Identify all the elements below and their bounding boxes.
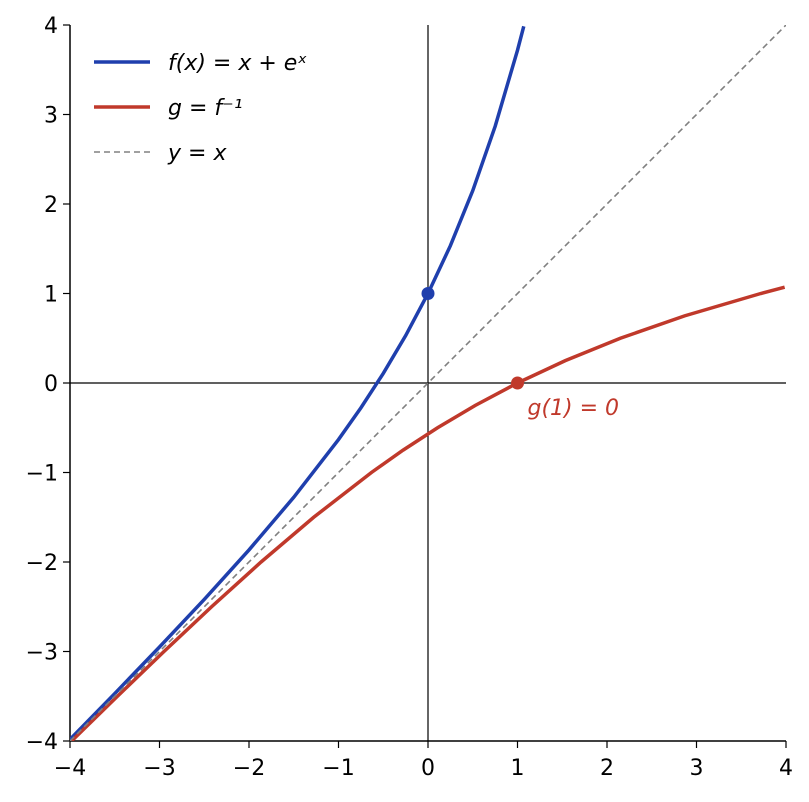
- line: [70, 25, 526, 741]
- annotation: g(1) = 0: [528, 396, 620, 421]
- x-tick-label: −1: [322, 756, 354, 781]
- y-tick-label: 1: [44, 283, 58, 308]
- x-tick-label: 3: [690, 756, 704, 781]
- y-tick-label: −2: [26, 551, 58, 576]
- y-tick-label: −3: [26, 641, 58, 666]
- legend-label: f(x) = x + eˣ: [168, 51, 307, 76]
- y-tick-label: 4: [44, 14, 58, 39]
- legend-label: y = x: [167, 141, 227, 166]
- legend-label: g = f⁻¹: [168, 96, 243, 121]
- x-tick-label: 2: [600, 756, 614, 781]
- y-tick-label: 0: [44, 372, 58, 397]
- x-tick-label: 1: [511, 756, 525, 781]
- line: [70, 25, 786, 741]
- x-tick-label: −4: [54, 756, 86, 781]
- line: [70, 285, 786, 741]
- x-tick-label: −2: [233, 756, 265, 781]
- point: [511, 376, 524, 390]
- point: [421, 287, 435, 300]
- y-tick-label: 3: [44, 104, 58, 129]
- y-tick-label: −4: [26, 730, 58, 755]
- x-tick-label: 4: [779, 756, 793, 781]
- y-tick-label: −1: [26, 462, 58, 487]
- x-tick-label: 0: [421, 756, 435, 781]
- x-tick-label: −3: [143, 756, 175, 781]
- y-tick-label: 2: [44, 193, 58, 218]
